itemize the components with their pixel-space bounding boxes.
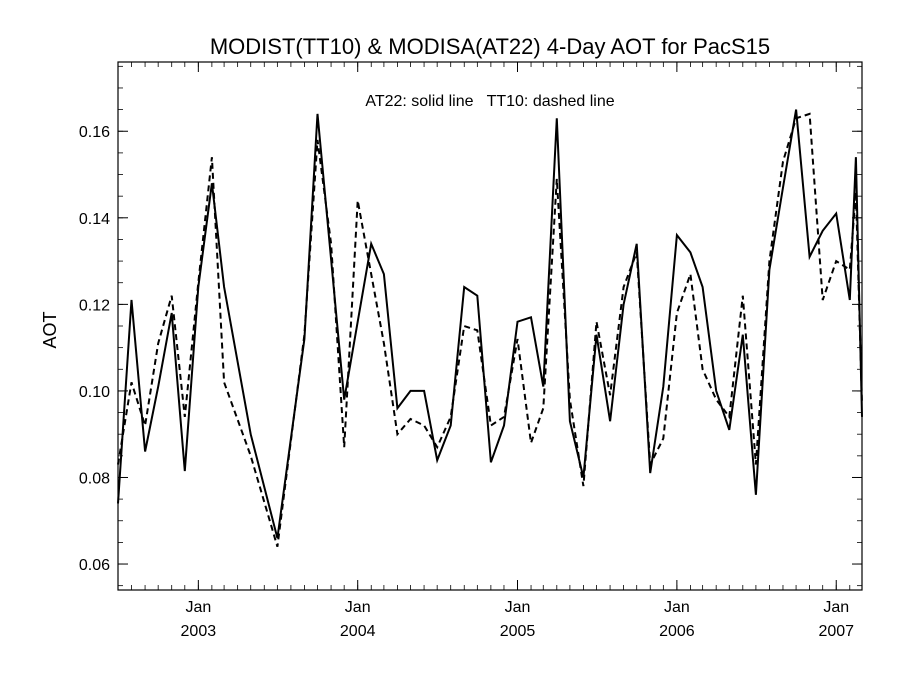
y-tick-label: 0.12 — [79, 297, 110, 314]
x-tick-label-year: 2004 — [340, 623, 376, 640]
series-annotation: AT22: solid line TT10: dashed line — [365, 93, 614, 110]
y-tick-label: 0.16 — [79, 124, 110, 141]
series-line-at22 — [117, 109, 863, 539]
y-tick-label: 0.14 — [79, 211, 110, 228]
y-tick-label: 0.08 — [79, 470, 110, 487]
x-tick-label-year: 2007 — [818, 623, 854, 640]
x-tick-label-month: Jan — [345, 599, 371, 616]
x-tick-label-month: Jan — [823, 599, 849, 616]
y-axis-label: AOT — [40, 311, 60, 348]
x-tick-label-year: 2005 — [500, 623, 536, 640]
plot-area: 0.06 0.08 0.10 0.12 0.14 0.16 Jan 2003 Jan 2004 Ja… — [79, 61, 863, 640]
series-line-tt10 — [117, 112, 863, 547]
plot-frame — [117, 61, 863, 591]
x-tick-label-month: Jan — [664, 599, 690, 616]
chart-title: MODIST(TT10) & MODISA(AT22) 4-Day AOT fo… — [210, 34, 770, 59]
y-tick-label: 0.06 — [79, 557, 110, 574]
x-tick-label-year: 2003 — [181, 623, 217, 640]
x-tick-label-month: Jan — [505, 599, 531, 616]
x-tick-label-year: 2006 — [659, 623, 695, 640]
y-tick-label: 0.10 — [79, 384, 110, 401]
x-tick-label-month: Jan — [185, 599, 211, 616]
